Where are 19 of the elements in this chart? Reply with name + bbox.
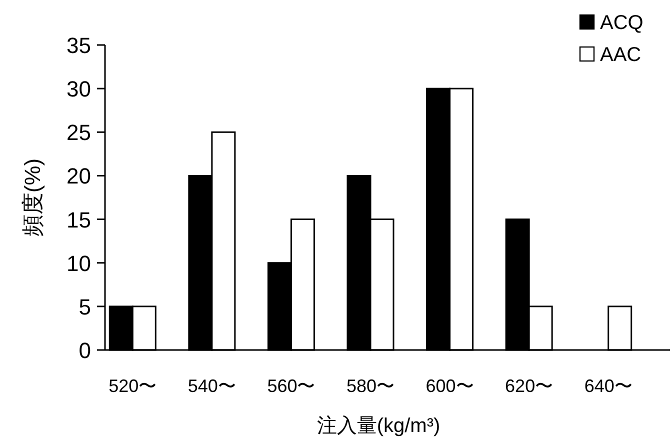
y-tick-label: 30 [66,76,91,102]
y-tick-label: 35 [66,33,91,58]
x-axis-title: 注入量(kg/m³) [316,415,440,437]
x-tick-label: 580〜 [346,376,395,396]
y-tick-label: 25 [66,120,91,146]
y-tick-label: 20 [66,164,91,189]
y-tick-label: 5 [78,294,91,320]
y-tick-label: 15 [66,207,91,232]
x-tick-label: 600〜 [426,376,474,396]
legend-label: AAC [600,44,642,66]
x-tick-label: 560〜 [267,376,316,396]
x-tick-label: 640〜 [584,376,632,396]
legend-label: ACQ [600,12,644,34]
x-tick-label: 540〜 [188,376,236,396]
x-tick-label: 620〜 [505,376,554,396]
y-tick-label: 0 [78,338,91,363]
y-tick-label: 10 [66,250,91,276]
x-tick-label: 520〜 [108,376,157,396]
y-axis-title: 頻度(%) [20,158,45,237]
